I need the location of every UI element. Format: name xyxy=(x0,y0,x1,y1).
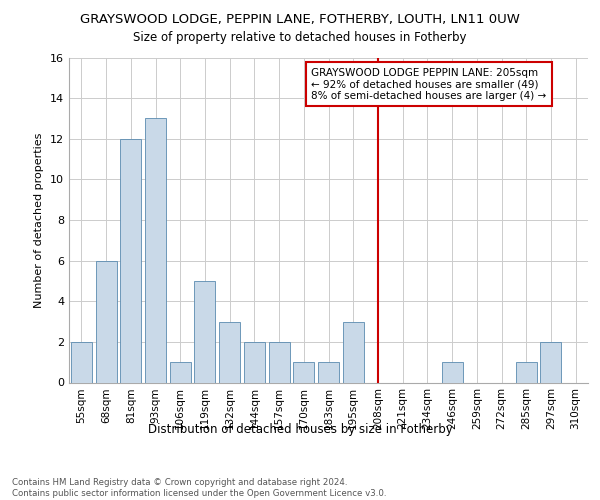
Bar xyxy=(541,342,562,382)
Text: Size of property relative to detached houses in Fotherby: Size of property relative to detached ho… xyxy=(133,31,467,44)
Bar xyxy=(194,281,215,382)
Bar xyxy=(516,362,537,382)
Text: Contains HM Land Registry data © Crown copyright and database right 2024.
Contai: Contains HM Land Registry data © Crown c… xyxy=(12,478,386,498)
Bar xyxy=(293,362,314,382)
Bar xyxy=(120,138,141,382)
Bar xyxy=(442,362,463,382)
Bar xyxy=(170,362,191,382)
Bar xyxy=(71,342,92,382)
Bar xyxy=(343,322,364,382)
Bar xyxy=(244,342,265,382)
Text: GRAYSWOOD LODGE, PEPPIN LANE, FOTHERBY, LOUTH, LN11 0UW: GRAYSWOOD LODGE, PEPPIN LANE, FOTHERBY, … xyxy=(80,12,520,26)
Bar xyxy=(318,362,339,382)
Text: GRAYSWOOD LODGE PEPPIN LANE: 205sqm
← 92% of detached houses are smaller (49)
8%: GRAYSWOOD LODGE PEPPIN LANE: 205sqm ← 92… xyxy=(311,68,547,101)
Bar xyxy=(219,322,240,382)
Bar xyxy=(145,118,166,382)
Bar xyxy=(95,260,116,382)
Text: Distribution of detached houses by size in Fotherby: Distribution of detached houses by size … xyxy=(148,422,452,436)
Y-axis label: Number of detached properties: Number of detached properties xyxy=(34,132,44,308)
Bar xyxy=(269,342,290,382)
